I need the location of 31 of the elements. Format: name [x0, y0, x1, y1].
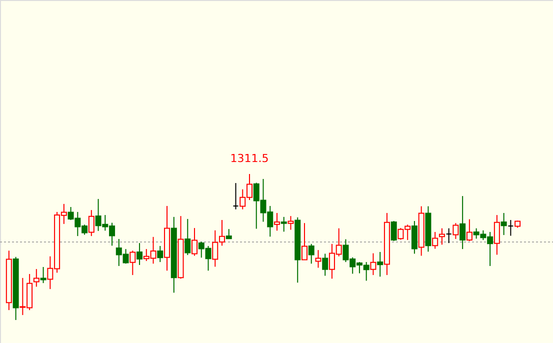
candlestick — [184, 218, 191, 256]
candlestick — [370, 252, 376, 276]
candlestick — [411, 220, 418, 254]
candlestick — [508, 219, 514, 236]
candlestick — [446, 228, 452, 244]
candlestick — [157, 245, 164, 263]
candlestick — [232, 182, 239, 210]
candlestick — [315, 250, 322, 268]
candlestick — [192, 228, 198, 256]
candlestick — [460, 196, 466, 250]
candlestick — [226, 228, 232, 240]
candlestick — [33, 268, 40, 288]
candlestick — [494, 214, 500, 256]
candlestick — [40, 266, 46, 284]
candlestick — [136, 242, 143, 266]
annotation: 1311.5 — [230, 152, 269, 165]
candlestick — [322, 253, 328, 276]
candlestick — [280, 216, 287, 232]
candlestick — [466, 218, 472, 242]
candlestick — [452, 222, 459, 240]
candlestick — [377, 251, 384, 278]
candlestick — [288, 216, 294, 230]
candlestick — [438, 228, 445, 246]
candlestick — [308, 243, 314, 264]
candlestick — [274, 212, 280, 232]
candlestick — [88, 210, 94, 237]
candlestick — [130, 250, 136, 276]
candlestick — [301, 222, 308, 260]
candlestick — [432, 231, 438, 250]
candlestick — [390, 220, 397, 242]
candlestick — [500, 212, 507, 236]
